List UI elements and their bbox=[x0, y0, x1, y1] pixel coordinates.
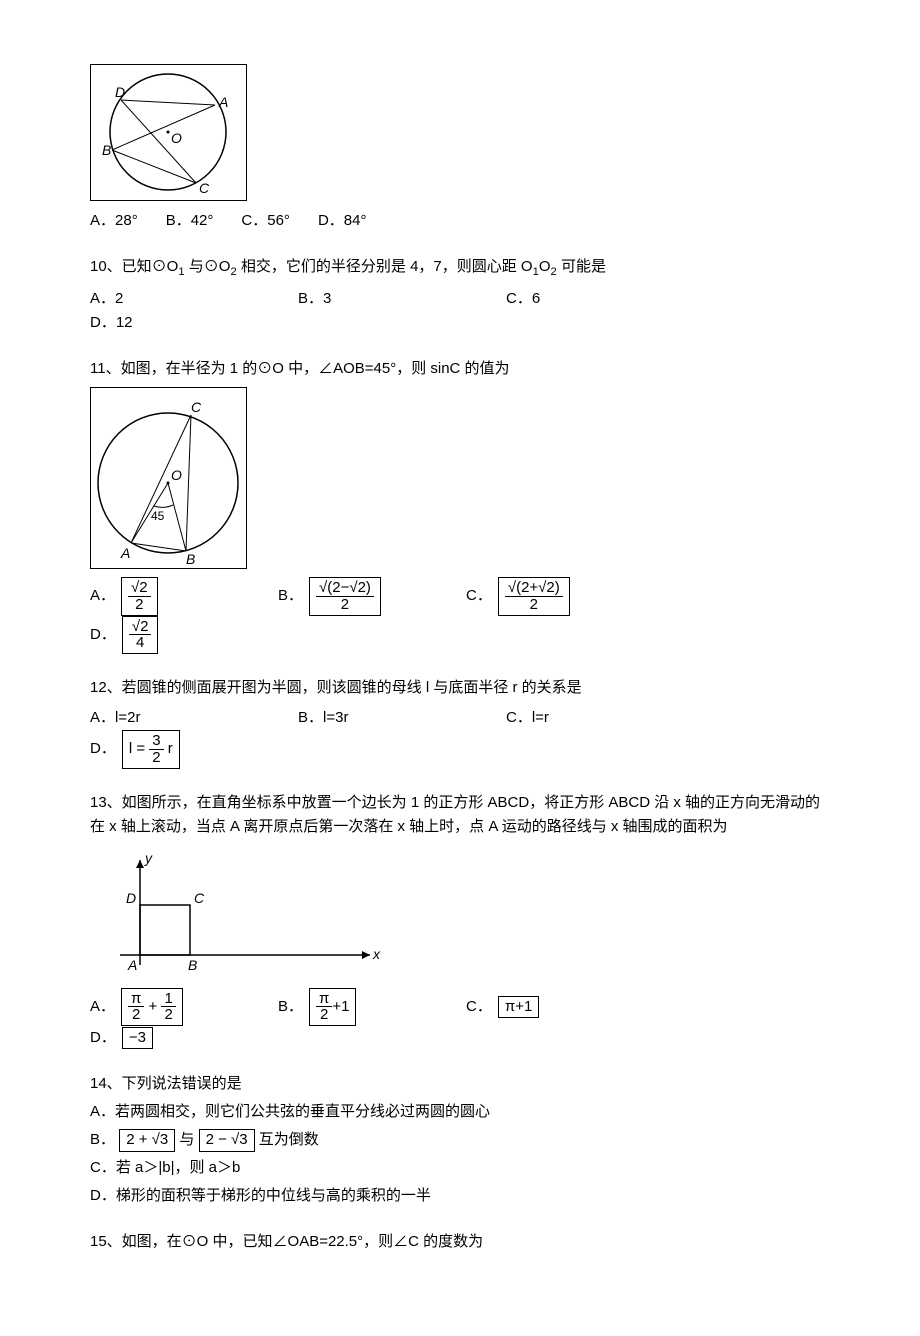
q11-stem: 11、如图，在半径为 1 的⊙O 中，∠AOB=45°，则 sinC 的值为 bbox=[90, 357, 830, 381]
q10-opt-A[interactable]: A．2 bbox=[90, 287, 270, 311]
q11-opt-A[interactable]: A． √22 bbox=[90, 577, 250, 616]
q13-stem: 13、如图所示，在直角坐标系中放置一个边长为 1 的正方形 ABCD，将正方形 … bbox=[90, 791, 830, 839]
q11-opt-C[interactable]: C． √(2+√2)2 bbox=[466, 577, 626, 616]
q9-label-B: B bbox=[102, 142, 111, 158]
q11-label-angle: 45 bbox=[151, 509, 165, 523]
q13-label-D: D bbox=[126, 890, 136, 906]
q13-label-y: y bbox=[144, 850, 153, 866]
q11-opt-B[interactable]: B． √(2−√2)2 bbox=[278, 577, 438, 616]
question-10: 10、已知⊙O1 与⊙O2 相交，它们的半径分别是 4，7，则圆心距 O1O2 … bbox=[90, 255, 830, 335]
question-14: 14、下列说法错误的是 A．若两圆相交，则它们公共弦的垂直平分线必过两圆的圆心 … bbox=[90, 1072, 830, 1208]
question-12: 12、若圆锥的侧面展开图为半圆，则该圆锥的母线 l 与底面半径 r 的关系是 A… bbox=[90, 676, 830, 769]
question-15: 15、如图，在⊙O 中，已知∠OAB=22.5°，则∠C 的度数为 bbox=[90, 1230, 830, 1254]
q14-stem: 14、下列说法错误的是 bbox=[90, 1072, 830, 1096]
q13-opt-D[interactable]: D． −3 bbox=[90, 1026, 250, 1050]
q13-opt-B[interactable]: B． π2+1 bbox=[278, 988, 438, 1027]
q9-opt-A[interactable]: A．28° bbox=[90, 209, 138, 233]
q9-opt-C[interactable]: C．56° bbox=[241, 209, 290, 233]
q9-label-D: D bbox=[115, 84, 125, 100]
q11-label-O: O bbox=[171, 467, 182, 483]
q9-label-C: C bbox=[199, 180, 210, 196]
q13-opt-C[interactable]: C． π+1 bbox=[466, 995, 626, 1019]
q10-options: A．2 B．3 C．6 D．12 bbox=[90, 287, 830, 335]
q14-opt-B[interactable]: B． 2 + √3 与 2 − √3 互为倒数 bbox=[90, 1128, 830, 1152]
q11-figure: C O 45 A B bbox=[90, 387, 247, 569]
q12-options: A．l=2r B．l=3r C．l=r D． l = 32 r bbox=[90, 706, 830, 769]
question-11: 11、如图，在半径为 1 的⊙O 中，∠AOB=45°，则 sinC 的值为 C… bbox=[90, 357, 830, 654]
q15-stem: 15、如图，在⊙O 中，已知∠OAB=22.5°，则∠C 的度数为 bbox=[90, 1230, 830, 1254]
q12-opt-C[interactable]: C．l=r bbox=[506, 706, 686, 730]
q12-opt-D[interactable]: D． l = 32 r bbox=[90, 730, 180, 769]
q11-label-C: C bbox=[191, 399, 202, 415]
q11-label-B: B bbox=[186, 551, 195, 567]
q13-options: A． π2 + 12 B． π2+1 C． π+1 D． −3 bbox=[90, 988, 830, 1051]
q12-opt-B[interactable]: B．l=3r bbox=[298, 706, 478, 730]
q13-label-C: C bbox=[194, 890, 205, 906]
q13-label-x: x bbox=[372, 946, 381, 962]
q9-label-O: O bbox=[171, 130, 182, 146]
q9-figure: D A O B C bbox=[90, 64, 247, 201]
q13-figure: y x D C A B bbox=[90, 845, 390, 980]
q14-opt-A[interactable]: A．若两圆相交，则它们公共弦的垂直平分线必过两圆的圆心 bbox=[90, 1100, 830, 1124]
q13-opt-A[interactable]: A． π2 + 12 bbox=[90, 988, 250, 1027]
q12-opt-A[interactable]: A．l=2r bbox=[90, 706, 270, 730]
q10-stem: 10、已知⊙O1 与⊙O2 相交，它们的半径分别是 4，7，则圆心距 O1O2 … bbox=[90, 255, 830, 281]
question-13: 13、如图所示，在直角坐标系中放置一个边长为 1 的正方形 ABCD，将正方形 … bbox=[90, 791, 830, 1051]
q9-label-A: A bbox=[218, 94, 228, 110]
q9-opt-D[interactable]: D．84° bbox=[318, 209, 367, 233]
q14-opt-D[interactable]: D．梯形的面积等于梯形的中位线与高的乘积的一半 bbox=[90, 1184, 830, 1208]
q13-label-B: B bbox=[188, 957, 197, 973]
q10-opt-C[interactable]: C．6 bbox=[506, 287, 686, 311]
q10-opt-B[interactable]: B．3 bbox=[298, 287, 478, 311]
question-9: D A O B C A．28° B．42° C．56° D．84° bbox=[90, 64, 830, 233]
q14-opt-C[interactable]: C．若 a＞|b|，则 a＞b bbox=[90, 1156, 830, 1180]
q10-opt-D[interactable]: D．12 bbox=[90, 311, 270, 335]
q11-options: A． √22 B． √(2−√2)2 C． √(2+√2)2 D． √24 bbox=[90, 577, 830, 654]
q11-label-A: A bbox=[120, 545, 130, 561]
q12-stem: 12、若圆锥的侧面展开图为半圆，则该圆锥的母线 l 与底面半径 r 的关系是 bbox=[90, 676, 830, 700]
q9-opt-B[interactable]: B．42° bbox=[166, 209, 214, 233]
q13-label-A: A bbox=[127, 957, 137, 973]
q11-opt-D[interactable]: D． √24 bbox=[90, 616, 250, 655]
q9-options: A．28° B．42° C．56° D．84° bbox=[90, 209, 830, 233]
